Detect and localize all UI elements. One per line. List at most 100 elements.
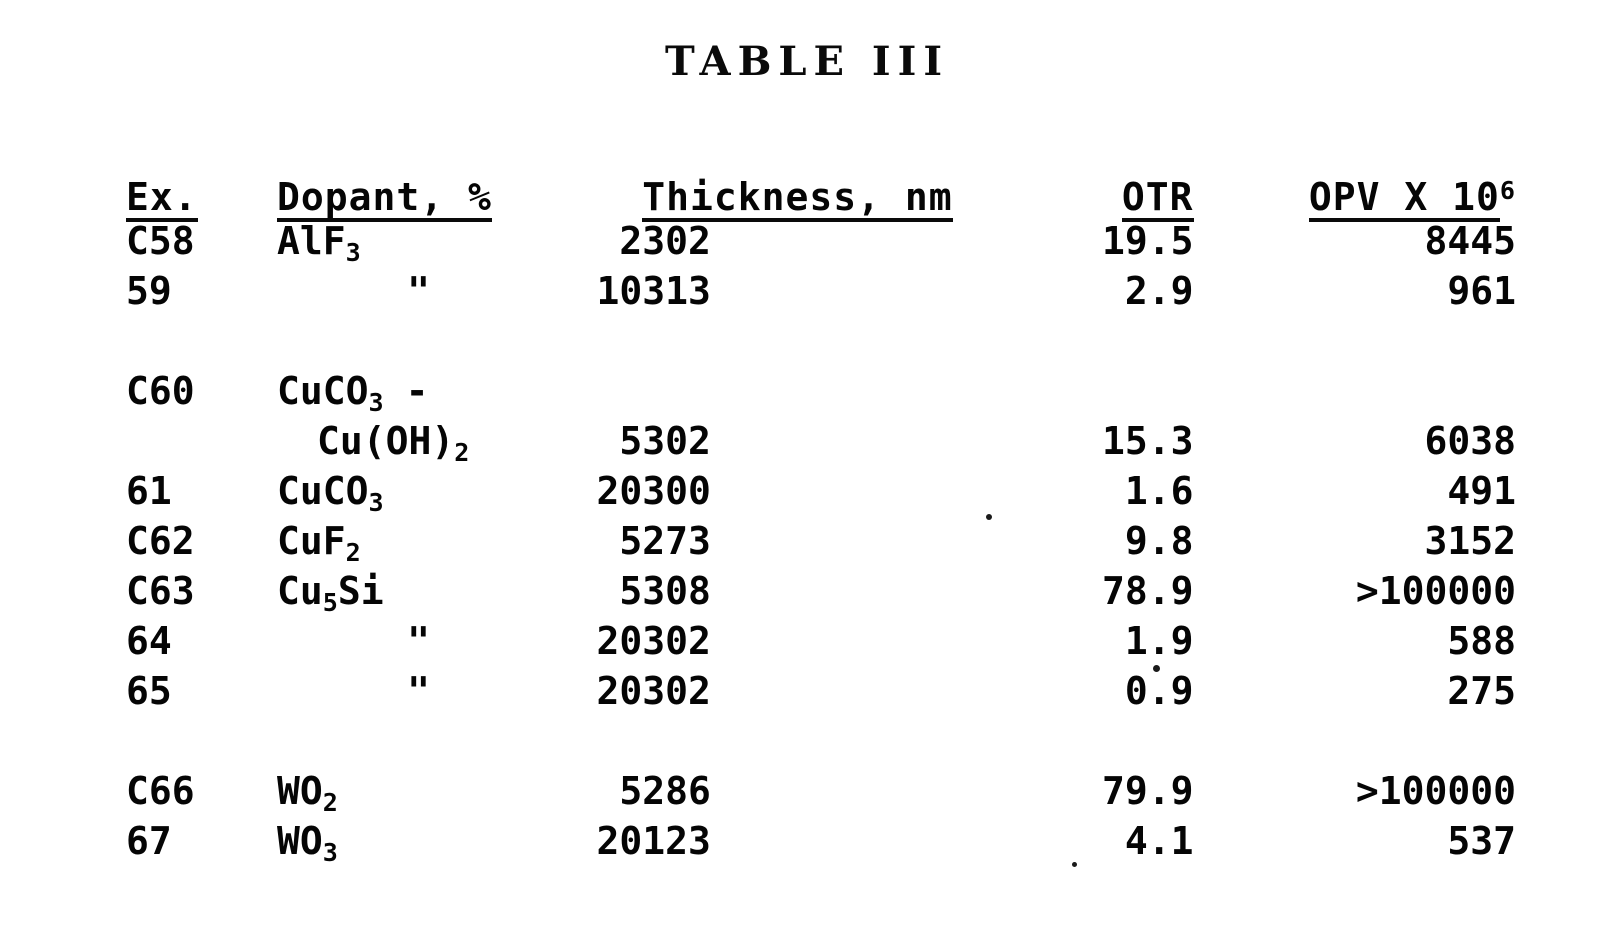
- cell-otr: 2.9: [959, 272, 1194, 322]
- table-body: C58AlF3230219.5844559"103132.9961 C60CuC…: [126, 222, 1516, 872]
- cell-thickness: 302: [642, 622, 959, 672]
- group-separator: [126, 722, 1516, 772]
- cell-otr: 19.5: [959, 222, 1194, 272]
- formula-subscript: 3: [369, 388, 384, 417]
- cell-otr: [959, 372, 1194, 422]
- column-header-dopant-label: Dopant, %: [277, 178, 492, 222]
- column-header-thickness-label: Thickness, nm: [642, 178, 952, 222]
- formula-subscript: 3: [346, 238, 361, 267]
- cell-example: C63: [126, 572, 277, 622]
- cell-thickness: 123: [642, 822, 959, 872]
- scan-speck: [1072, 862, 1077, 867]
- cell-dopant: CuF2: [277, 522, 532, 572]
- column-header-opv-label: OPV X 10: [1309, 178, 1500, 222]
- cell-dopant: Cu5Si: [277, 572, 532, 622]
- table-header-row: Ex. Dopant, % Thickness, nm OTR OPV X 10…: [126, 178, 1516, 222]
- cell-dopant-percent: 20: [532, 622, 642, 672]
- table-row: C62CuF252739.83152: [126, 522, 1516, 572]
- group-separator-spacer: [126, 722, 1516, 772]
- column-header-ex: Ex.: [126, 178, 277, 222]
- cell-thickness: 302: [642, 222, 959, 272]
- formula-subscript: 2: [323, 788, 338, 817]
- cell-opv: 8445: [1194, 222, 1516, 272]
- cell-opv: 491: [1194, 472, 1516, 522]
- cell-thickness: 302: [642, 422, 959, 472]
- column-header-opv-exponent: 6: [1500, 176, 1516, 205]
- document-page: TABLE III Ex. Dopant, % Thickness, nm OT…: [0, 0, 1614, 949]
- scan-speck: [1153, 665, 1160, 672]
- formula-trailing: -: [384, 369, 429, 413]
- cell-dopant: ": [277, 622, 532, 672]
- cell-dopant-percent: 2: [532, 222, 642, 272]
- table-row: C63Cu5Si530878.9>100000: [126, 572, 1516, 622]
- dopant-formula: WO2: [277, 769, 338, 813]
- ditto-mark: ": [277, 272, 546, 310]
- cell-example: 65: [126, 672, 277, 722]
- column-header-dopant: Dopant, %: [277, 178, 642, 222]
- cell-opv: 3152: [1194, 522, 1516, 572]
- table-iii: Ex. Dopant, % Thickness, nm OTR OPV X 10…: [126, 178, 1516, 872]
- cell-dopant-percent: 20: [532, 822, 642, 872]
- group-separator: [126, 322, 1516, 372]
- column-header-ex-label: Ex.: [126, 178, 198, 222]
- cell-thickness: 286: [642, 772, 959, 822]
- dopant-formula: CuF2: [277, 519, 361, 563]
- column-header-opv: OPV X 106: [1194, 178, 1516, 222]
- cell-otr: 15.3: [959, 422, 1194, 472]
- cell-thickness: 300: [642, 472, 959, 522]
- table-row: 64"203021.9588: [126, 622, 1516, 672]
- cell-dopant: Cu(OH)2: [277, 422, 532, 472]
- table-row: Cu(OH)2 530215.36038: [126, 422, 1516, 472]
- dopant-formula: Cu(OH)2: [277, 419, 469, 463]
- cell-dopant: WO3: [277, 822, 532, 872]
- group-separator-spacer: [126, 322, 1516, 372]
- table-row: 61CuCO3203001.6491: [126, 472, 1516, 522]
- page-title: TABLE III: [0, 38, 1614, 85]
- cell-dopant: CuCO3-: [277, 372, 532, 422]
- formula-subscript: 3: [323, 838, 338, 867]
- cell-thickness: 273: [642, 522, 959, 572]
- cell-dopant: AlF3: [277, 222, 532, 272]
- cell-opv: 961: [1194, 272, 1516, 322]
- cell-dopant-percent: 5: [532, 572, 642, 622]
- cell-dopant: WO2: [277, 772, 532, 822]
- cell-opv: >100000: [1194, 572, 1516, 622]
- column-header-otr: OTR: [959, 178, 1194, 222]
- cell-opv: 537: [1194, 822, 1516, 872]
- cell-thickness: 308: [642, 572, 959, 622]
- cell-example: [126, 422, 277, 472]
- scan-speck: [986, 514, 992, 520]
- cell-otr: 1.9: [959, 622, 1194, 672]
- table-row: C58AlF3 230219.58445: [126, 222, 1516, 272]
- dopant-formula: Cu5Si: [277, 569, 384, 613]
- cell-otr: 1.6: [959, 472, 1194, 522]
- cell-dopant-percent: 10: [532, 272, 642, 322]
- cell-dopant-percent: 20: [532, 472, 642, 522]
- dopant-formula: WO3: [277, 819, 338, 863]
- formula-subscript: 2: [454, 438, 469, 467]
- cell-dopant-percent: 20: [532, 672, 642, 722]
- cell-thickness: 302: [642, 672, 959, 722]
- cell-dopant-percent: 5: [532, 772, 642, 822]
- column-header-otr-label: OTR: [1122, 178, 1194, 222]
- table-row: C60CuCO3-: [126, 372, 1516, 422]
- dopant-formula: AlF3: [277, 219, 361, 263]
- cell-dopant-percent: 5: [532, 422, 642, 472]
- cell-dopant-percent: 5: [532, 522, 642, 572]
- ditto-mark: ": [277, 622, 546, 660]
- cell-dopant-percent: [532, 372, 642, 422]
- table-row: 65"203020.9275: [126, 672, 1516, 722]
- cell-opv: 588: [1194, 622, 1516, 672]
- cell-example: 59: [126, 272, 277, 322]
- dopant-formula: CuCO3: [277, 469, 384, 513]
- cell-opv: 6038: [1194, 422, 1516, 472]
- cell-example: 67: [126, 822, 277, 872]
- formula-subscript: 2: [346, 538, 361, 567]
- cell-dopant: ": [277, 672, 532, 722]
- formula-subscript: 3: [369, 488, 384, 517]
- cell-example: C58: [126, 222, 277, 272]
- cell-otr: 0.9: [959, 672, 1194, 722]
- cell-opv: 275: [1194, 672, 1516, 722]
- cell-dopant: CuCO3: [277, 472, 532, 522]
- dopant-formula: CuCO3-: [277, 369, 429, 413]
